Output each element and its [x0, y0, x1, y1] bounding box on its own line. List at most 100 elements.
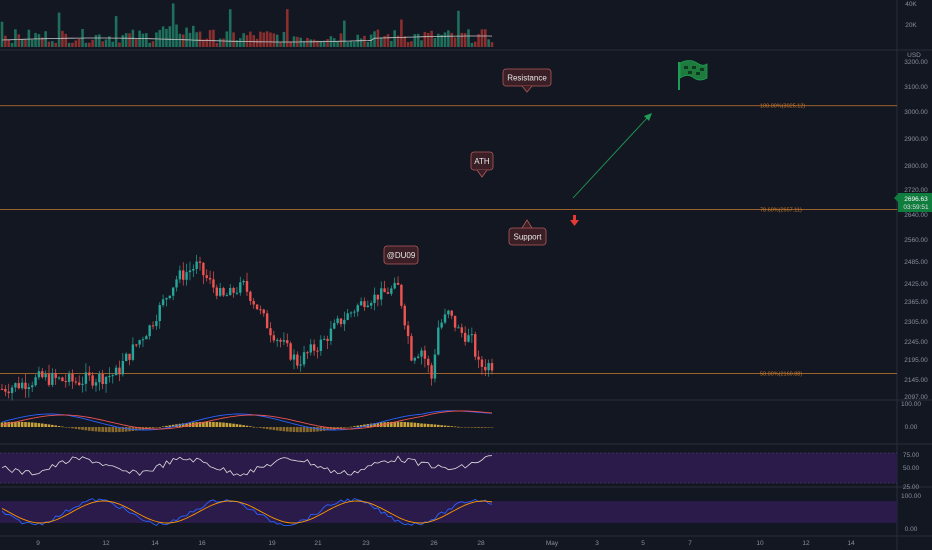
candle-body	[484, 366, 487, 371]
candle-body	[276, 339, 279, 341]
fib-level-label: 78.60%(2657.11)	[760, 208, 802, 214]
macd-hist-bar	[390, 421, 393, 427]
indicator-tick-label: 100.00	[901, 401, 921, 408]
volume-bar	[212, 29, 215, 47]
macd-hist-bar	[91, 427, 94, 432]
macd-hist-bar	[104, 427, 108, 433]
macd-hist-bar	[369, 423, 373, 427]
volume-bar	[440, 34, 443, 47]
candle-body	[141, 339, 145, 341]
volume-bar	[430, 30, 433, 47]
volume-bar	[225, 31, 229, 47]
resistance-callout[interactable]: Resistance	[502, 68, 552, 93]
stoch-d-line	[1, 500, 493, 524]
projection-arrow	[572, 113, 652, 199]
macd-hist-bar	[326, 427, 329, 431]
volume-bar	[343, 20, 346, 47]
time-tick-label: May	[546, 540, 559, 547]
indicator-tick-label: 40K	[905, 1, 917, 8]
candle-body	[88, 372, 91, 376]
volume-bar	[490, 42, 494, 47]
candle-body	[198, 261, 202, 263]
macd-hist-bar	[296, 427, 299, 433]
volume-bar	[272, 33, 276, 47]
macd-hist-bar	[30, 422, 34, 427]
candle-body	[242, 280, 245, 283]
macd-hist-bar	[480, 427, 484, 428]
volume-bar	[383, 35, 386, 47]
candle-body	[222, 288, 225, 296]
time-axis[interactable]: 9 12 14 16 19 21 23 26 28 May 3 5 7 10 12 14	[36, 540, 855, 547]
volume-bar	[84, 42, 88, 47]
indicator-tick-label: 0.00	[905, 424, 918, 431]
macd-hist-bar	[426, 423, 430, 427]
time-tick-label: 3	[595, 540, 599, 547]
candle-body	[329, 328, 333, 341]
candle-body	[400, 284, 403, 306]
macd-hist-bar	[121, 427, 125, 432]
candle-body	[427, 358, 430, 366]
candle-body	[252, 300, 255, 305]
volume-bar	[279, 42, 282, 47]
macd-hist-bar	[440, 425, 443, 427]
candle-body	[272, 335, 276, 341]
candle-body	[171, 287, 175, 296]
macd-hist-bar	[433, 424, 437, 427]
volume-bar	[91, 39, 94, 47]
price-axis[interactable]: 3200.00 3100.00 3000.00 2900.00 2800.00 2720.…	[904, 59, 928, 401]
time-tick-label: 19	[268, 540, 276, 547]
volume-bar	[114, 16, 118, 47]
candle-body	[322, 338, 326, 340]
volume-bar	[34, 32, 37, 47]
candle-body	[212, 279, 215, 288]
macd-hist-bar	[84, 427, 88, 431]
candle-body	[470, 334, 474, 336]
volume-bar	[406, 42, 410, 47]
volume-bar	[228, 9, 232, 47]
macd-hist-bar	[477, 427, 480, 428]
candle-body	[14, 383, 17, 388]
price-tick-label: 3200.00	[904, 59, 928, 66]
candle-body	[41, 371, 44, 378]
macd-hist-bar	[346, 427, 349, 428]
candle-body	[131, 344, 135, 360]
candle-body	[114, 367, 118, 376]
candle-body	[57, 377, 61, 379]
support-callout[interactable]: Support	[508, 219, 547, 246]
candle-body	[0, 388, 4, 390]
macd-hist-bar	[343, 427, 346, 428]
volume-bar	[477, 34, 480, 47]
macd-hist-bar	[450, 426, 454, 427]
volume-bar	[134, 38, 138, 47]
candle-body	[343, 319, 346, 325]
volume-bar	[118, 42, 121, 47]
candle-body	[98, 373, 101, 383]
volume-bar	[141, 33, 145, 47]
candle-body	[37, 371, 41, 378]
volume-bar	[124, 33, 128, 47]
price-tick-label: 2097.00	[904, 394, 928, 401]
volume-bar	[158, 29, 162, 47]
macd-hist-bar	[208, 421, 212, 427]
candle-body	[309, 344, 312, 353]
volume-bar	[326, 39, 329, 47]
macd-hist-bar	[463, 427, 467, 428]
ath-callout[interactable]: ATH	[470, 151, 494, 178]
candle-body	[383, 288, 386, 293]
volume-bar	[336, 41, 339, 47]
macd-hist-bar	[205, 421, 209, 427]
candle-body	[47, 374, 51, 385]
volume-bar	[168, 26, 172, 47]
volume-bar	[77, 38, 81, 47]
macd-hist-bar	[396, 421, 400, 427]
macd-hist-bar	[111, 427, 115, 433]
candle-body	[178, 270, 182, 280]
volume-bar	[386, 34, 390, 47]
macd-hist-bar	[265, 427, 269, 430]
candle-body	[316, 350, 319, 352]
macd-hist-bar	[64, 427, 68, 428]
candle-body	[373, 294, 376, 304]
volume-bar	[410, 41, 413, 47]
